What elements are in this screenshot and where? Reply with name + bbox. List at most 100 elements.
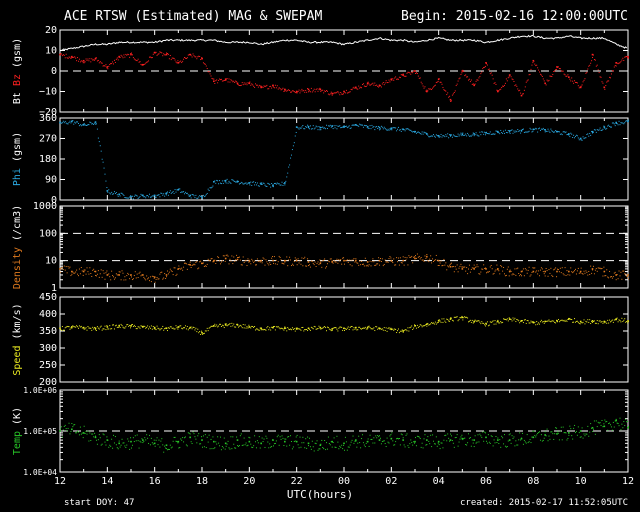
scatter-dot-Phi [163, 193, 165, 195]
scatter-dot-Bz [458, 78, 460, 80]
scatter-dot-Density [433, 260, 435, 262]
scatter-dot-Speed [518, 320, 520, 322]
scatter-dot-Density [502, 270, 504, 272]
scatter-dot-Temp [613, 426, 615, 428]
scatter-dot-Bz [485, 65, 487, 67]
scatter-dot-Speed [76, 325, 78, 327]
scatter-dot-Density [64, 269, 66, 271]
scatter-dot-Temp [515, 440, 517, 442]
scatter-dot-Speed [338, 327, 340, 329]
scatter-dot-Speed [199, 331, 201, 333]
scatter-dot-Bz [309, 91, 311, 93]
scatter-dot-Speed [278, 327, 280, 329]
scatter-dot-Phi [138, 196, 140, 198]
scatter-dot-Temp [130, 437, 132, 439]
scatter-dot-Speed [161, 327, 163, 329]
data-point-Temp [485, 436, 487, 439]
scatter-dot-Bz [515, 84, 517, 86]
scatter-dot-Phi [399, 129, 401, 131]
scatter-dot-Phi [484, 131, 486, 133]
scatter-dot-Bz [284, 90, 286, 92]
scatter-dot-Temp [325, 449, 327, 451]
scatter-dot-Density [83, 269, 85, 271]
scatter-dot-Speed [275, 326, 277, 328]
scatter-dot-Temp [83, 425, 85, 427]
scatter-dot-Temp [64, 424, 66, 426]
scatter-dot-Phi [400, 130, 402, 132]
scatter-dot-Phi [601, 129, 603, 131]
scatter-dot-Speed [395, 328, 397, 330]
scatter-dot-Speed [285, 327, 287, 329]
scatter-dot-Density [281, 262, 283, 264]
scatter-dot-Bz [99, 61, 101, 63]
scatter-dot-Temp [456, 434, 458, 436]
scatter-dot-Density [470, 268, 472, 270]
scatter-dot-Temp [96, 443, 98, 445]
scatter-dot-Bz [353, 86, 355, 88]
scatter-dot-Bz [259, 85, 261, 87]
scatter-dot-Bz [168, 58, 170, 60]
scatter-dot-Phi [551, 130, 553, 132]
scatter-dot-Density [391, 260, 393, 262]
data-point-Bz [165, 53, 168, 56]
scatter-dot-Bz [372, 82, 374, 84]
scatter-dot-Speed [219, 323, 221, 325]
scatter-dot-Speed [541, 321, 543, 323]
scatter-dot-Phi [167, 194, 169, 196]
scatter-dot-Density [253, 261, 255, 263]
scatter-dot-Temp [391, 432, 393, 434]
scatter-dot-Temp [236, 436, 238, 438]
scatter-dot-Speed [75, 326, 77, 328]
scatter-dot-Bz [465, 74, 467, 76]
scatter-dot-Density [480, 271, 482, 273]
scatter-dot-Phi [284, 184, 286, 186]
scatter-dot-Speed [346, 327, 348, 329]
data-point-Bz [295, 90, 298, 93]
scatter-dot-Bz [385, 80, 387, 82]
scatter-dot-Bz [574, 80, 576, 82]
scatter-dot-Bz [114, 61, 116, 63]
scatter-dot-Bz [368, 83, 370, 85]
scatter-dot-Speed [531, 321, 533, 323]
scatter-dot-Density [217, 256, 219, 258]
scatter-dot-Speed [611, 319, 613, 321]
scatter-dot-Speed [500, 320, 502, 322]
scatter-dot-Phi [315, 125, 317, 127]
data-point-Temp [556, 433, 558, 435]
scatter-dot-Bz [174, 59, 176, 61]
data-point-Bz [94, 57, 97, 60]
scatter-dot-Temp [152, 443, 154, 445]
scatter-dot-Phi [198, 196, 200, 198]
scatter-dot-Phi [362, 126, 364, 128]
scatter-dot-Temp [159, 446, 161, 448]
scatter-dot-Speed [412, 329, 414, 331]
scatter-dot-Phi [212, 185, 214, 187]
scatter-dot-Temp [366, 441, 368, 443]
scatter-dot-Speed [221, 324, 223, 326]
scatter-dot-Temp [603, 423, 605, 425]
data-point-Phi [568, 133, 570, 135]
data-point-Density [378, 259, 381, 262]
scatter-dot-Speed [575, 320, 577, 322]
scatter-dot-Phi [269, 183, 271, 185]
data-point-Speed [94, 327, 97, 330]
scatter-dot-Phi [608, 124, 610, 126]
scatter-dot-Speed [184, 327, 186, 329]
scatter-dot-Phi [412, 131, 414, 133]
scatter-dot-Phi [386, 129, 388, 131]
scatter-dot-Speed [82, 327, 84, 329]
scatter-dot-Speed [567, 318, 569, 320]
scatter-dot-Bz [450, 100, 452, 102]
scatter-dot-Density [173, 267, 175, 269]
data-point-Temp [449, 439, 452, 441]
scatter-dot-Temp [212, 436, 214, 438]
y-axis-label-part: (gsm) [12, 132, 23, 168]
scatter-dot-Bz [576, 82, 578, 84]
scatter-dot-Bz [76, 60, 78, 62]
scatter-dot-Temp [477, 434, 479, 436]
scatter-dot-Phi [423, 131, 425, 133]
scatter-dot-Speed [132, 325, 134, 327]
scatter-dot-Density [478, 273, 480, 275]
scatter-dot-Density [180, 268, 182, 270]
scatter-dot-Bz [444, 89, 446, 91]
